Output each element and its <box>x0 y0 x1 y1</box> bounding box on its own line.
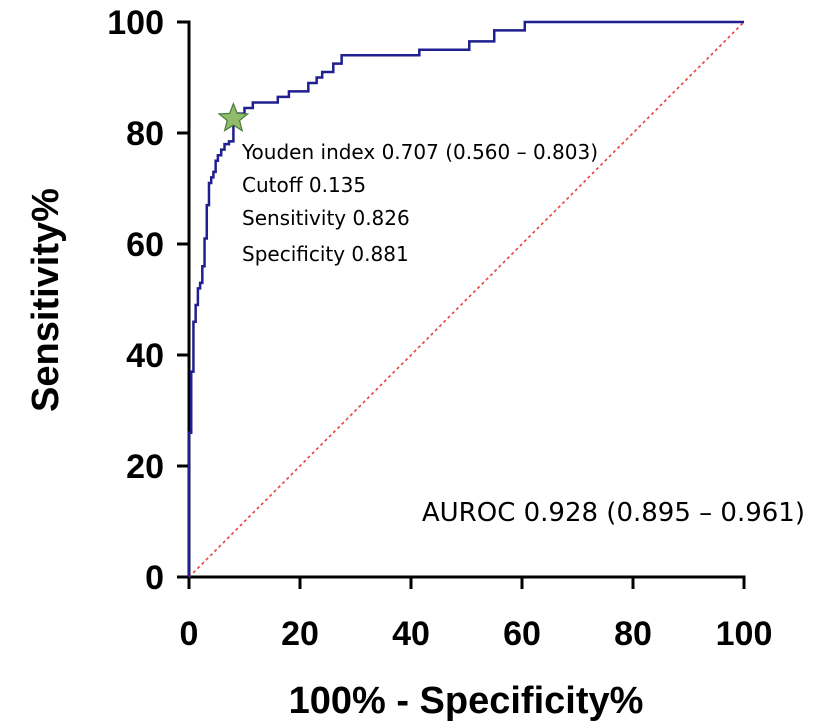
x-tick-label: 0 <box>180 615 199 653</box>
roc-curve-line <box>187 20 744 577</box>
x-tick-label: 20 <box>281 615 319 653</box>
x-tick-label: 60 <box>503 615 541 653</box>
reference-diagonal-line <box>188 21 745 578</box>
specificity-annotation: Specificity 0.881 <box>242 242 409 266</box>
y-axis-title: Sensitivity% <box>25 188 67 412</box>
cutoff-annotation: Cutoff 0.135 <box>242 173 366 197</box>
y-tick-label: 0 <box>145 559 164 597</box>
y-tick-label: 80 <box>126 115 164 153</box>
chart-lines <box>187 20 745 578</box>
sensitivity-annotation: Sensitivity 0.826 <box>242 206 410 230</box>
x-axis-title: 100% - Specificity% <box>289 680 644 722</box>
y-tick-label: 40 <box>126 337 164 375</box>
y-tick-label: 20 <box>126 448 164 486</box>
marker-layer <box>217 101 250 133</box>
auroc-annotation: AUROC 0.928 (0.895 – 0.961) <box>422 498 805 528</box>
x-tick-label: 100 <box>716 615 773 653</box>
x-tick-label: 40 <box>392 615 430 653</box>
y-tick-label: 60 <box>126 226 164 264</box>
x-tick-label: 80 <box>614 615 652 653</box>
youden-star-marker <box>217 101 250 133</box>
tick-labels: 0 20 40 60 80 100 0 20 40 60 80 100 <box>107 4 772 653</box>
youden-annotation: Youden index 0.707 (0.560 – 0.803) <box>241 140 598 164</box>
y-tick-label: 100 <box>107 4 164 42</box>
